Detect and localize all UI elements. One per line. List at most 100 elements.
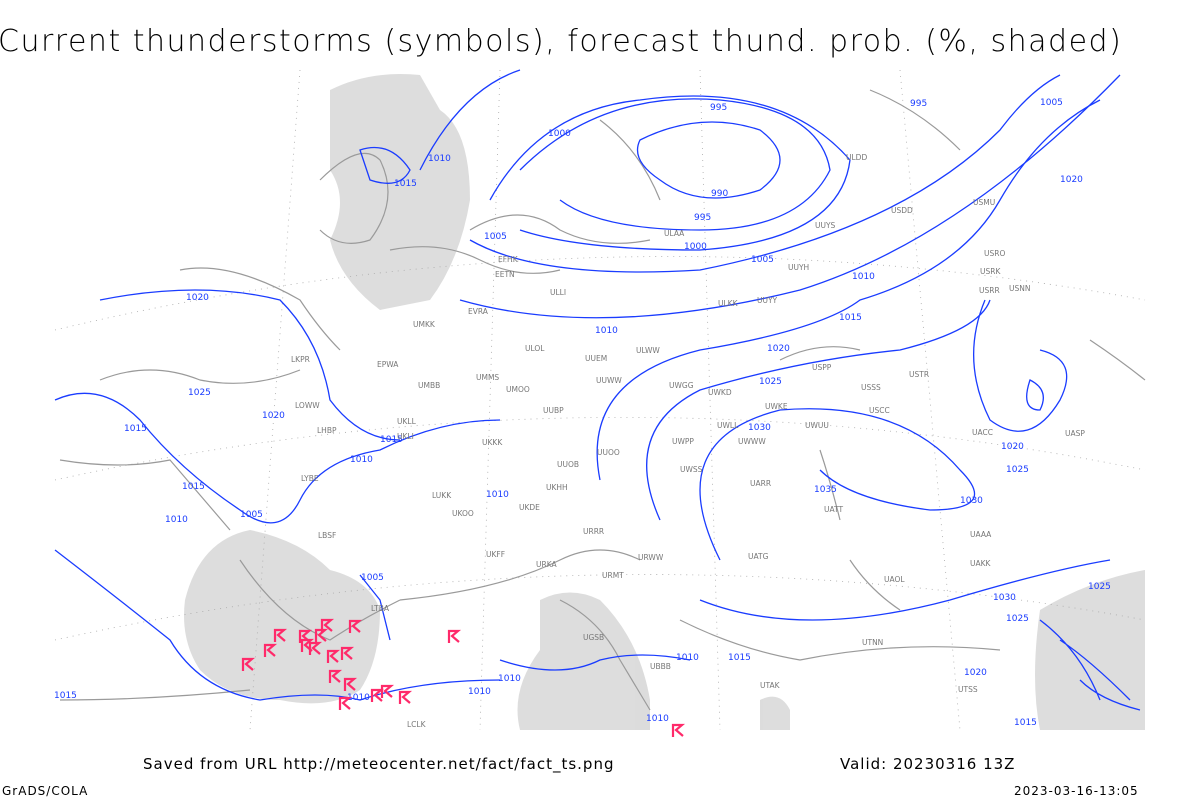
station-label: UUYY: [757, 296, 778, 305]
thunderstorm-symbol: [298, 629, 313, 643]
isobar-label: 1010: [347, 693, 370, 703]
station-label: UKKK: [482, 438, 503, 447]
isobar-label: 1005: [240, 510, 263, 520]
isobar-label: 1025: [1088, 582, 1111, 592]
isobar-label: 1010: [428, 154, 451, 164]
isobars: [54, 69, 1141, 711]
station-label: ULWW: [636, 346, 660, 355]
thunderstorm-probability-shading: [184, 74, 1145, 730]
station-label: USTR: [909, 370, 929, 379]
generated-timestamp: 2023-03-16-13:05: [1014, 784, 1139, 798]
station-label: UKDE: [519, 503, 540, 512]
station-label: UBBB: [650, 662, 671, 671]
station-label: UUYS: [815, 221, 836, 230]
station-label: USRO: [984, 249, 1005, 258]
station-labels: ULAA EFHK EETN ULLI UMKK EVRA ULOL UUEM UUWW UMMS…: [291, 153, 1085, 729]
graticule: [54, 69, 1146, 731]
station-label: EVRA: [468, 307, 489, 316]
station-label: UMBB: [418, 381, 440, 390]
isobar-label: 1000: [548, 129, 571, 139]
isobar-label: 1030: [993, 593, 1016, 603]
station-label: LUKK: [432, 491, 452, 500]
isobar-label: 1020: [262, 411, 285, 421]
station-label: UUYH: [788, 263, 809, 272]
station-label: UKLI: [397, 432, 414, 441]
station-label: UKHH: [546, 483, 568, 492]
isobar-label: 1015: [54, 691, 77, 701]
isobar-label: 1030: [748, 423, 771, 433]
thunderstorm-symbol: [671, 723, 686, 737]
station-label: LKPR: [291, 355, 310, 364]
isobar-label: 1015: [394, 179, 417, 189]
station-label: UWLL: [717, 421, 739, 430]
thunderstorm-symbol: [398, 690, 413, 704]
thunderstorm-symbol: [348, 619, 363, 633]
station-label: UATT: [824, 505, 843, 514]
thunderstorm-symbol: [326, 649, 341, 663]
isobar-label: 1020: [1060, 175, 1083, 185]
station-label: USNN: [1009, 284, 1030, 293]
software-credit: GrADS/COLA: [2, 784, 89, 798]
isobar-label: 1015: [182, 482, 205, 492]
isobar-label: 1010: [852, 272, 875, 282]
station-label: URKA: [536, 560, 557, 569]
thunderstorm-symbol: [338, 696, 353, 710]
station-label: UUOB: [557, 460, 579, 469]
map-title: Current thunderstorms (symbols), forecas…: [0, 24, 1123, 59]
station-label: LYBE: [301, 474, 319, 483]
isobar-label: 1035: [814, 485, 837, 495]
isobar-label: 1015: [839, 313, 862, 323]
station-label: USMU: [973, 198, 995, 207]
station-label: URWW: [638, 553, 664, 562]
station-label: UGSB: [583, 633, 604, 642]
station-label: UUOO: [597, 448, 620, 457]
isobar-label: 1030: [960, 496, 983, 506]
station-label: UKLL: [397, 417, 417, 426]
isobar-label: 1010: [498, 674, 521, 684]
thunderstorm-symbol: [263, 643, 278, 657]
station-label: LBSF: [318, 531, 336, 540]
isobar-label: 1010: [595, 326, 618, 336]
station-label: EFHK: [498, 255, 519, 264]
isobar-label: 1020: [1001, 442, 1024, 452]
station-label: UUEM: [585, 354, 607, 363]
isobar-label: 1015: [380, 435, 403, 445]
station-label: LHBP: [317, 426, 337, 435]
station-label: UMOO: [506, 385, 530, 394]
isobar-labels: 995 995 1000 1005 1010 1015 990 995 1000 1005 1005…: [54, 98, 1111, 728]
station-label: EETN: [495, 270, 515, 279]
station-label: UWSS: [680, 465, 703, 474]
station-label: UMMS: [476, 373, 499, 382]
isobar-label: 1025: [188, 388, 211, 398]
isobar-label: 1020: [767, 344, 790, 354]
isobar-label: 1015: [728, 653, 751, 663]
station-label: UAAA: [970, 530, 992, 539]
station-label: UUWW: [596, 376, 622, 385]
station-label: UWKE: [765, 402, 788, 411]
isobar-label: 1010: [676, 653, 699, 663]
station-label: UWKD: [708, 388, 732, 397]
station-label: USDD: [891, 206, 913, 215]
station-label: UKFF: [486, 550, 505, 559]
isobar-label: 1020: [964, 668, 987, 678]
isobar-label: 1000: [684, 242, 707, 252]
thunderstorm-symbol: [447, 629, 462, 643]
isobar-label: 1020: [186, 293, 209, 303]
isobar-label: 1005: [751, 255, 774, 265]
station-label: UWGG: [669, 381, 694, 390]
station-label: USPP: [812, 363, 832, 372]
isobar-label: 1025: [1006, 465, 1029, 475]
station-label: LCLK: [407, 720, 427, 729]
station-label: ULOL: [525, 344, 545, 353]
station-label: UAKK: [970, 559, 992, 568]
thunderstorm-symbol: [340, 646, 355, 660]
isobar-label: 1015: [124, 424, 147, 434]
isobar-label: 1015: [1014, 718, 1037, 728]
station-label: ULKK: [718, 299, 739, 308]
station-label: USRR: [979, 286, 1000, 295]
source-url-text: Saved from URL http://meteocenter.net/fa…: [143, 755, 615, 773]
thunderstorm-symbol: [241, 657, 256, 671]
station-label: UWWW: [738, 437, 766, 446]
station-label: UASP: [1065, 429, 1085, 438]
